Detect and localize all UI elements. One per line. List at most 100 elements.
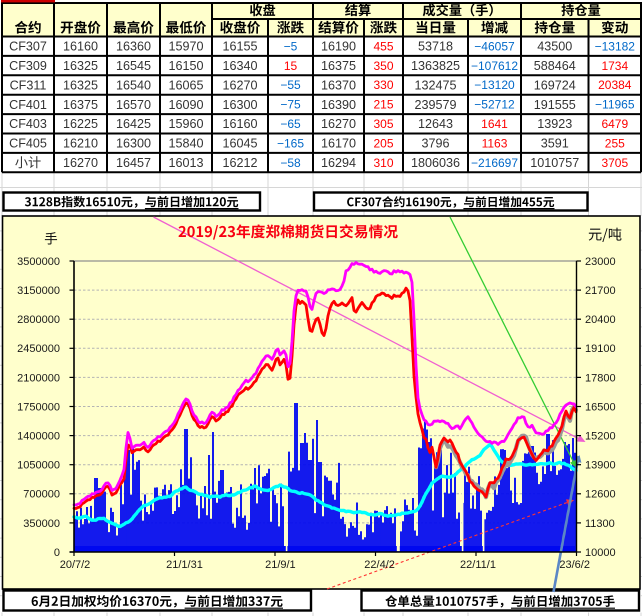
svg-text:350000: 350000 — [23, 518, 60, 530]
svg-text:15: 15 — [284, 59, 298, 73]
svg-text:16150: 16150 — [168, 59, 203, 73]
svg-text:310: 310 — [373, 156, 393, 170]
svg-text:16300: 16300 — [222, 98, 257, 112]
svg-text:3796: 3796 — [421, 137, 449, 151]
svg-text:169724: 169724 — [534, 78, 576, 92]
svg-text:10000: 10000 — [585, 547, 616, 559]
svg-text:CF403: CF403 — [9, 117, 47, 131]
svg-text:2100000: 2100000 — [17, 372, 60, 384]
svg-text:16457: 16457 — [116, 156, 151, 170]
svg-text:−13182: −13182 — [595, 39, 636, 53]
svg-text:330: 330 — [373, 78, 393, 92]
svg-text:700000: 700000 — [23, 489, 60, 501]
svg-text:16360: 16360 — [116, 40, 151, 54]
svg-text:16065: 16065 — [168, 78, 203, 92]
svg-text:3591: 3591 — [541, 137, 569, 151]
svg-text:16370: 16370 — [321, 78, 356, 92]
svg-text:16270: 16270 — [321, 117, 356, 131]
svg-text:3150000: 3150000 — [17, 285, 60, 297]
svg-text:−13120: −13120 — [474, 78, 515, 92]
svg-text:21/9/1: 21/9/1 — [265, 559, 296, 571]
svg-text:16013: 16013 — [168, 156, 203, 170]
svg-text:15840: 15840 — [168, 137, 203, 151]
svg-text:16170: 16170 — [321, 137, 356, 151]
svg-text:16570: 16570 — [116, 98, 151, 112]
svg-text:16425: 16425 — [116, 117, 151, 131]
svg-text:CF307: CF307 — [9, 40, 47, 54]
svg-text:22/4/2: 22/4/2 — [364, 559, 395, 571]
svg-text:16090: 16090 — [168, 98, 203, 112]
svg-text:16210: 16210 — [63, 137, 98, 151]
svg-text:1050000: 1050000 — [17, 460, 60, 472]
svg-text:1400000: 1400000 — [17, 431, 60, 443]
svg-text:16212: 16212 — [222, 156, 257, 170]
svg-text:16045: 16045 — [222, 137, 257, 151]
svg-text:−216697: −216697 — [471, 156, 518, 170]
svg-text:CF401: CF401 — [9, 98, 47, 112]
svg-text:−52712: −52712 — [474, 98, 515, 112]
svg-text:305: 305 — [373, 117, 393, 131]
svg-text:−58: −58 — [280, 156, 301, 170]
svg-text:CF311: CF311 — [10, 78, 47, 92]
svg-text:11300: 11300 — [585, 518, 615, 530]
svg-text:16325: 16325 — [63, 59, 98, 73]
svg-text:350: 350 — [373, 59, 393, 73]
svg-text:1806036: 1806036 — [411, 156, 460, 170]
svg-text:CF405: CF405 — [9, 137, 47, 151]
svg-text:1010757: 1010757 — [530, 156, 579, 170]
svg-text:0: 0 — [54, 547, 60, 559]
svg-text:15200: 15200 — [585, 431, 616, 443]
svg-text:1163: 1163 — [482, 136, 508, 150]
svg-text:1363825: 1363825 — [411, 59, 460, 73]
svg-text:43500: 43500 — [537, 40, 572, 54]
svg-text:−11965: −11965 — [595, 98, 635, 112]
svg-text:3500000: 3500000 — [17, 256, 60, 268]
svg-text:13923: 13923 — [537, 117, 572, 131]
svg-text:15960: 15960 — [168, 117, 203, 131]
svg-text:23/6/2: 23/6/2 — [559, 559, 590, 571]
svg-text:−55: −55 — [280, 78, 301, 92]
svg-text:20/7/2: 20/7/2 — [60, 559, 91, 571]
svg-text:CF309: CF309 — [9, 59, 47, 73]
svg-text:21700: 21700 — [585, 285, 616, 297]
svg-text:17800: 17800 — [585, 372, 616, 384]
svg-text:239579: 239579 — [414, 98, 456, 112]
svg-text:15970: 15970 — [168, 40, 203, 54]
svg-text:19100: 19100 — [585, 343, 616, 355]
svg-text:21/1/31: 21/1/31 — [166, 559, 203, 571]
svg-text:1734: 1734 — [601, 59, 628, 73]
svg-text:16500: 16500 — [585, 401, 616, 413]
svg-text:12600: 12600 — [585, 489, 616, 501]
svg-text:23000: 23000 — [585, 256, 616, 268]
svg-text:−65: −65 — [280, 117, 301, 131]
svg-text:53718: 53718 — [418, 40, 453, 54]
svg-text:16390: 16390 — [321, 98, 356, 112]
svg-text:16190: 16190 — [321, 40, 356, 54]
svg-text:16300: 16300 — [116, 137, 151, 151]
svg-text:16270: 16270 — [63, 156, 98, 170]
svg-text:16160: 16160 — [222, 117, 257, 131]
svg-text:20400: 20400 — [585, 314, 616, 326]
svg-text:−5: −5 — [284, 39, 298, 53]
svg-text:16340: 16340 — [222, 59, 257, 73]
svg-text:22/11/1: 22/11/1 — [460, 559, 496, 571]
svg-text:−46057: −46057 — [474, 39, 515, 53]
svg-text:16270: 16270 — [222, 78, 257, 92]
svg-text:2450000: 2450000 — [17, 343, 60, 355]
svg-text:455: 455 — [373, 39, 393, 53]
svg-text:16325: 16325 — [63, 78, 98, 92]
svg-text:16375: 16375 — [63, 98, 98, 112]
svg-text:12643: 12643 — [418, 117, 453, 131]
svg-text:1641: 1641 — [481, 117, 508, 131]
svg-text:−75: −75 — [280, 98, 301, 112]
svg-text:16375: 16375 — [321, 59, 356, 73]
svg-text:191555: 191555 — [534, 98, 576, 112]
svg-text:2800000: 2800000 — [17, 314, 60, 326]
svg-text:215: 215 — [373, 98, 393, 112]
svg-text:255: 255 — [605, 136, 625, 150]
svg-text:588464: 588464 — [534, 59, 576, 73]
svg-text:1750000: 1750000 — [17, 401, 60, 413]
svg-text:16225: 16225 — [63, 117, 98, 131]
svg-text:16155: 16155 — [222, 40, 257, 54]
svg-text:16540: 16540 — [116, 78, 151, 92]
